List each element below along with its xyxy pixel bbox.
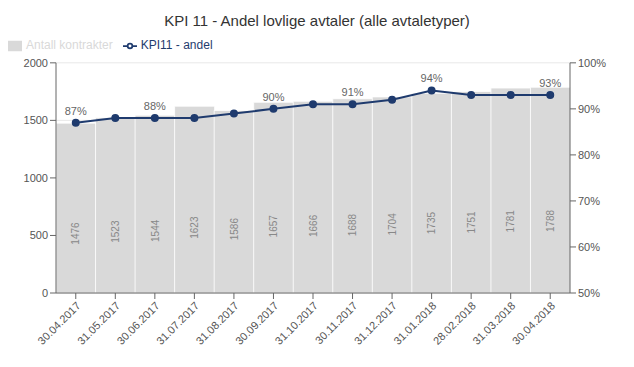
svg-text:1476: 1476 [71,222,82,245]
svg-text:1623: 1623 [189,216,200,239]
svg-text:1000: 1000 [24,172,48,184]
html-text:Antall kontrakter: Antall kontrakter [26,38,113,52]
svg-text:30.11.2017: 30.11.2017 [312,299,360,347]
svg-text:28.02.2018: 28.02.2018 [430,299,479,347]
svg-text:1751: 1751 [466,211,477,234]
svg-text:31.05.2017: 31.05.2017 [74,299,123,347]
svg-text:0: 0 [42,287,48,299]
svg-text:31.10.2017: 31.10.2017 [273,299,320,346]
svg-text:31.08.2017: 31.08.2017 [193,299,241,347]
svg-text:30.04.2017: 30.04.2017 [35,299,83,347]
svg-text:1666: 1666 [308,214,319,237]
html-text:KPI 11 - Andel lovlige avtaler: KPI 11 - Andel lovlige avtaler (alle avt… [164,12,470,29]
svg-text:1688: 1688 [347,213,358,236]
svg-text:2000: 2000 [24,57,48,69]
svg-text:1735: 1735 [426,212,437,235]
svg-text:100%: 100% [578,57,606,69]
html-text:KPI11 - andel: KPI11 - andel [140,38,213,52]
svg-text:93%: 93% [539,77,561,89]
svg-text:1788: 1788 [545,209,556,232]
svg-text:80%: 80% [578,149,600,161]
svg-text:87%: 87% [65,105,87,117]
svg-text:1523: 1523 [110,220,121,243]
svg-text:1781: 1781 [505,210,516,233]
svg-text:1586: 1586 [229,218,240,241]
svg-text:500: 500 [30,229,48,241]
svg-text:30.06.2017: 30.06.2017 [114,299,162,347]
svg-text:1657: 1657 [268,215,279,238]
svg-text:30.04.2018: 30.04.2018 [510,299,557,346]
svg-text:31.03.2018: 31.03.2018 [470,299,518,347]
svg-text:31.07.2017: 31.07.2017 [153,299,202,347]
svg-text:70%: 70% [578,195,600,207]
svg-text:1544: 1544 [150,219,161,242]
svg-text:50%: 50% [578,287,600,299]
svg-text:1500: 1500 [24,114,48,126]
svg-text:88%: 88% [144,100,166,112]
svg-text:30.09.2017: 30.09.2017 [233,299,281,347]
svg-text:31.01.2018: 31.01.2018 [391,299,439,347]
svg-text:1704: 1704 [387,213,398,236]
svg-text:90%: 90% [262,91,284,103]
svg-text:94%: 94% [421,72,443,84]
svg-text:91%: 91% [342,86,364,98]
svg-text:60%: 60% [578,241,600,253]
svg-text:31.12.2017: 31.12.2017 [351,299,399,347]
svg-text:90%: 90% [578,103,600,115]
